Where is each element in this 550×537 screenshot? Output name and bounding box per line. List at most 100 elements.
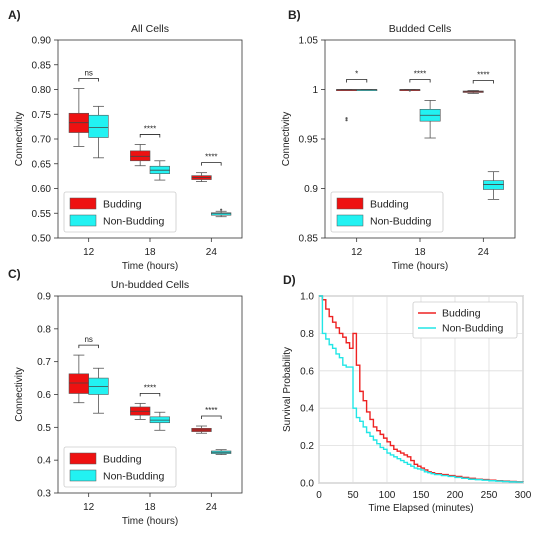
panel-letter: D) <box>283 273 296 287</box>
box-body <box>68 373 89 394</box>
x-tick-label: 18 <box>144 502 156 513</box>
x-tick-label: 18 <box>414 247 426 258</box>
x-tick-label: 12 <box>83 502 95 513</box>
y-tick-label: 0.75 <box>32 110 52 121</box>
box-non-budding-12 <box>88 367 109 414</box>
outlier-point <box>345 119 348 122</box>
legend-label: Budding <box>442 308 481 320</box>
x-tick-label: 100 <box>379 490 396 501</box>
significance-bracket <box>78 344 99 349</box>
legend-swatch <box>69 214 97 227</box>
significance-bracket <box>139 134 161 138</box>
significance-label: **** <box>414 70 426 79</box>
y-tick-label: 0.7 <box>37 357 51 368</box>
legend-label: Budding <box>103 199 142 211</box>
x-tick-label: 24 <box>206 502 218 513</box>
significance-bracket <box>201 162 222 166</box>
box-budding-18 <box>130 144 151 167</box>
legend: Budding Non-Budding <box>330 191 444 233</box>
y-tick-label: 0.55 <box>32 209 52 220</box>
y-tick-label: 1.05 <box>299 36 319 47</box>
x-tick-label: 24 <box>478 247 490 258</box>
box-body <box>483 180 504 190</box>
y-tick-label: 0.6 <box>300 366 314 377</box>
y-tick-label: 0.9 <box>37 292 51 303</box>
box-non-budding-12 <box>356 89 378 92</box>
legend-swatch <box>69 452 97 465</box>
significance-18: **** <box>139 124 161 138</box>
legend-label: Non-Budding <box>103 471 164 483</box>
box-non-budding-18 <box>149 160 170 181</box>
significance-label: **** <box>205 406 217 415</box>
x-tick-label: 200 <box>447 490 464 501</box>
y-tick-label: 0.8 <box>300 329 314 340</box>
panel-3: C) Un-budded Cells 0.3 0.4 0.5 0.6 0.7 0.8 0.9 12… <box>8 267 243 527</box>
legend-label: Budding <box>370 199 409 211</box>
significance-bracket <box>201 415 222 420</box>
box-budding-12 <box>68 88 89 147</box>
box-body <box>88 114 109 138</box>
significance-label: ns <box>84 69 92 78</box>
panel-letter: B) <box>288 8 301 22</box>
y-axis-label: Connectivity <box>14 367 25 421</box>
chart-title: Un-budded Cells <box>111 279 189 291</box>
box-budding-18 <box>399 89 421 92</box>
box-non-budding-18 <box>419 99 441 139</box>
x-tick-label: 12 <box>83 247 95 258</box>
legend-frame <box>412 301 518 339</box>
y-tick-label: 1.0 <box>300 292 314 303</box>
y-axis-label: Connectivity <box>14 112 25 166</box>
panel-2: B) Budded Cells 0.85 0.9 0.95 1 1.05 12 * 18 **** 2… <box>281 8 516 272</box>
y-tick-label: 0.8 <box>37 324 51 335</box>
x-tick-label: 18 <box>144 247 156 258</box>
y-tick-label: 0.95 <box>299 135 319 146</box>
y-tick-label: 0.65 <box>32 159 52 170</box>
y-tick-label: 0.85 <box>32 60 52 71</box>
legend-label: Non-Budding <box>442 323 503 335</box>
box-non-budding-24 <box>483 171 504 200</box>
y-tick-label: 0.90 <box>32 36 52 47</box>
x-tick-label: 150 <box>413 490 430 501</box>
box-budding-12 <box>336 89 357 122</box>
significance-12: * <box>346 70 368 83</box>
legend-swatch <box>69 469 97 482</box>
y-tick-label: 0.4 <box>300 404 314 415</box>
box-non-budding-18 <box>149 411 170 431</box>
x-tick-label: 12 <box>351 247 363 258</box>
x-tick-label: 24 <box>206 247 218 258</box>
significance-18: **** <box>139 383 161 397</box>
legend-label: Non-Budding <box>103 216 164 228</box>
box-budding-24 <box>191 425 212 434</box>
significance-24: **** <box>201 153 222 166</box>
survival-curve-non-budding <box>319 295 524 483</box>
box-non-budding-24 <box>211 449 232 455</box>
y-tick-label: 0.6 <box>37 390 51 401</box>
significance-12: ns <box>78 69 99 82</box>
panel-4: D) 0 50 100 150 200 250 300 0.0 0.2 0.4 0.6 0.8 1.0 Ti… <box>282 273 532 514</box>
legend-swatch <box>69 197 97 210</box>
chart-title: Budded Cells <box>389 23 451 35</box>
panel-letter: C) <box>8 267 21 281</box>
outlier-point <box>408 89 411 92</box>
box-budding-24 <box>462 90 484 94</box>
significance-label: ns <box>84 335 92 344</box>
significance-bracket <box>139 392 161 397</box>
significance-label: **** <box>144 383 156 392</box>
y-tick-label: 0.80 <box>32 85 52 96</box>
significance-24: **** <box>201 406 222 420</box>
y-tick-label: 0.4 <box>37 456 51 467</box>
x-tick-label: 250 <box>481 490 498 501</box>
significance-label: * <box>355 70 358 79</box>
x-axis-label: Time (hours) <box>122 516 178 527</box>
legend-swatch <box>336 214 364 227</box>
box-non-budding-12 <box>88 105 109 159</box>
x-tick-label: 50 <box>347 490 359 501</box>
x-axis-label: Time (hours) <box>122 261 178 272</box>
x-tick-label: 300 <box>515 490 532 501</box>
legend: Budding Non-Budding <box>63 446 177 488</box>
box-body <box>130 150 151 162</box>
significance-bracket <box>409 79 431 83</box>
box-non-budding-24 <box>211 208 232 218</box>
legend: Budding Non-Budding <box>412 301 518 339</box>
